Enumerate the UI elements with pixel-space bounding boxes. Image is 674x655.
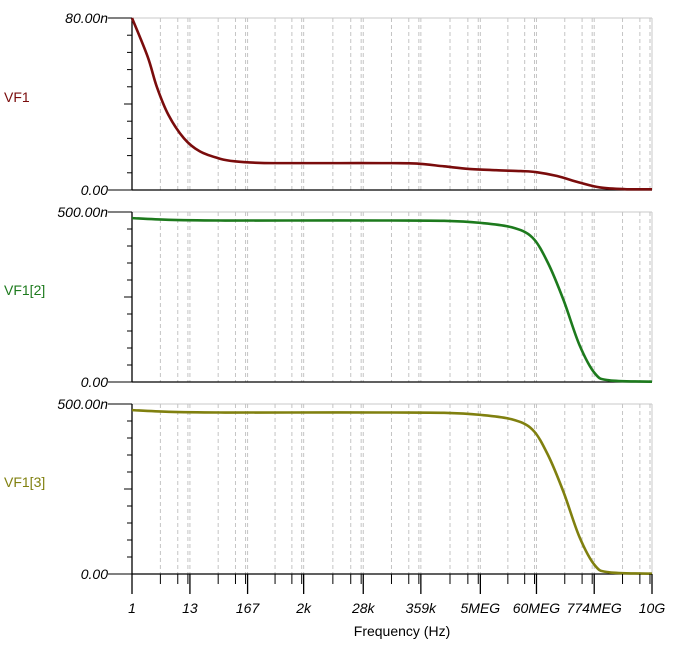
x-tick-label: 774MEG — [567, 600, 622, 616]
x-tick-label: 359k — [406, 600, 437, 616]
series-line-1 — [131, 216, 653, 383]
y-tick-label-max: 500.00n — [57, 204, 108, 220]
y-tick-label-zero: 0.00 — [81, 566, 108, 582]
trace-label: VF1[3] — [4, 474, 45, 490]
x-tick-label: 5MEG — [461, 600, 501, 616]
series-line-2 — [131, 408, 653, 575]
panel-1: 500.00n 0.00 VF1[2] — [4, 204, 653, 390]
panel-2: 500.00n 0.00 VF1[3] — [4, 396, 653, 582]
x-tick-label: 10G — [639, 600, 666, 616]
y-tick-label-zero: 0.00 — [81, 182, 108, 198]
y-tick-label-max: 500.00n — [57, 396, 108, 412]
trace-label: VF1 — [4, 89, 30, 105]
x-tick-label: 60MEG — [513, 600, 561, 616]
x-axis: 1 13 167 2k 28k 359k 5MEG 60MEG 774MEG 10G — [128, 574, 665, 616]
y-tick-label-max: 80.00n — [65, 10, 108, 26]
y-tick-label-zero: 0.00 — [81, 374, 108, 390]
x-tick-label: 167 — [236, 600, 261, 616]
series-line-0 — [130, 17, 653, 191]
x-tick-label: 1 — [128, 600, 136, 616]
x-axis-title: Frequency (Hz) — [354, 623, 450, 639]
x-tick-label: 13 — [182, 600, 198, 616]
x-tick-label: 28k — [351, 600, 376, 616]
x-tick-label: 2k — [295, 600, 312, 616]
trace-label: VF1[2] — [4, 282, 45, 298]
panel-0: 80.00n 0.00 VF1 — [4, 10, 653, 198]
